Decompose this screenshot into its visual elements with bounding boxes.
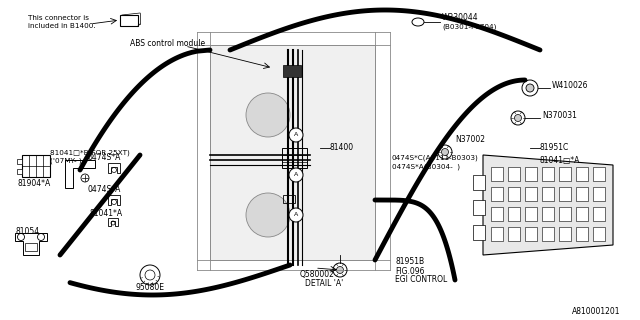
Bar — [508, 227, 520, 241]
Text: 81904*A: 81904*A — [18, 179, 51, 188]
Text: A810001201: A810001201 — [572, 308, 621, 316]
Text: 95080E: 95080E — [135, 283, 164, 292]
Circle shape — [522, 80, 538, 96]
Bar — [576, 207, 588, 221]
Text: W230044: W230044 — [442, 13, 479, 22]
Text: 0474S*A: 0474S*A — [88, 186, 122, 195]
Circle shape — [442, 148, 449, 156]
Circle shape — [511, 111, 525, 125]
Text: 81041□*B(FOR 25XT): 81041□*B(FOR 25XT) — [50, 150, 130, 156]
Bar — [491, 227, 503, 241]
Polygon shape — [65, 160, 95, 188]
Circle shape — [438, 145, 452, 159]
Bar — [491, 187, 503, 201]
Circle shape — [246, 193, 290, 237]
Circle shape — [337, 267, 344, 274]
Bar — [283, 65, 301, 77]
Ellipse shape — [412, 18, 424, 26]
Bar — [17, 169, 22, 174]
Text: 81951C: 81951C — [540, 143, 569, 153]
Bar — [559, 187, 571, 201]
Text: 81041*A: 81041*A — [90, 209, 123, 218]
Bar — [576, 227, 588, 241]
Text: A: A — [294, 172, 298, 178]
Bar — [508, 167, 520, 181]
Bar — [491, 207, 503, 221]
Text: ('07MY- ): ('07MY- ) — [50, 158, 82, 164]
Text: Q580002: Q580002 — [300, 270, 335, 279]
Polygon shape — [108, 195, 120, 205]
Bar — [17, 159, 22, 164]
Text: N37002: N37002 — [455, 135, 485, 145]
Bar — [559, 227, 571, 241]
Bar — [120, 15, 138, 26]
Circle shape — [515, 115, 522, 122]
Circle shape — [289, 208, 303, 222]
Bar — [593, 227, 605, 241]
Circle shape — [526, 84, 534, 92]
Bar — [283, 195, 295, 203]
Text: W410026: W410026 — [552, 81, 589, 90]
Text: EGI CONTROL: EGI CONTROL — [395, 276, 447, 284]
Bar — [25, 243, 37, 251]
Bar — [593, 187, 605, 201]
Bar — [542, 187, 554, 201]
Circle shape — [246, 93, 290, 137]
Bar — [282, 148, 307, 168]
Text: A: A — [294, 212, 298, 218]
Bar — [22, 155, 50, 177]
Text: 81400: 81400 — [330, 143, 354, 153]
Text: ABS control module: ABS control module — [130, 38, 205, 47]
Bar — [593, 167, 605, 181]
Bar — [542, 207, 554, 221]
Text: included in B1400.: included in B1400. — [28, 23, 95, 29]
Bar — [576, 187, 588, 201]
Text: This connector is: This connector is — [28, 15, 89, 21]
Bar — [491, 167, 503, 181]
Bar — [508, 187, 520, 201]
Bar — [473, 175, 485, 190]
Polygon shape — [15, 233, 47, 255]
Text: DETAIL 'A': DETAIL 'A' — [305, 279, 343, 289]
Bar — [473, 200, 485, 215]
Bar — [525, 187, 537, 201]
Text: A: A — [294, 132, 298, 138]
Bar — [525, 167, 537, 181]
Bar — [542, 167, 554, 181]
Text: 0474S*A: 0474S*A — [88, 154, 122, 163]
Text: 0474S*A(B0304-  ): 0474S*A(B0304- ) — [392, 164, 460, 170]
Text: FIG.096: FIG.096 — [395, 267, 424, 276]
Polygon shape — [108, 163, 120, 173]
Polygon shape — [108, 218, 118, 226]
Text: N370031: N370031 — [542, 110, 577, 119]
Bar — [525, 207, 537, 221]
Polygon shape — [483, 155, 613, 255]
Bar — [559, 167, 571, 181]
Text: 81951B: 81951B — [395, 258, 424, 267]
Text: (B0301-F0704): (B0301-F0704) — [442, 24, 497, 30]
Bar — [559, 207, 571, 221]
Circle shape — [289, 168, 303, 182]
Bar — [473, 225, 485, 240]
Bar — [210, 45, 375, 260]
Bar — [542, 227, 554, 241]
Circle shape — [333, 263, 347, 277]
Bar — [576, 167, 588, 181]
Circle shape — [289, 128, 303, 142]
Bar — [525, 227, 537, 241]
Text: 81041□*A: 81041□*A — [540, 156, 580, 164]
Text: 0474S*C(A0111-B0303): 0474S*C(A0111-B0303) — [392, 155, 479, 161]
Bar — [593, 207, 605, 221]
Bar — [508, 207, 520, 221]
Circle shape — [140, 265, 160, 285]
Text: 81054: 81054 — [15, 227, 39, 236]
